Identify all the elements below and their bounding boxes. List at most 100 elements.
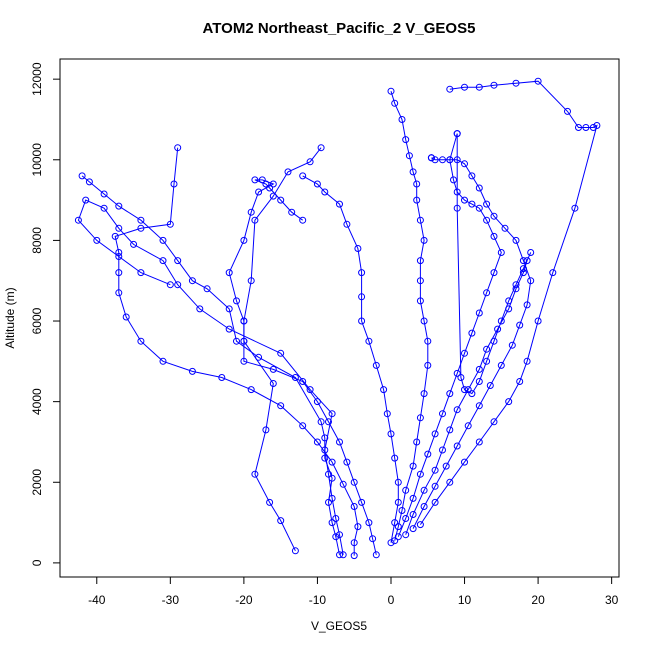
series-line	[243, 147, 322, 552]
data-point	[383, 410, 391, 418]
data-point	[461, 386, 468, 394]
data-point	[593, 122, 601, 129]
data-point	[475, 204, 483, 212]
data-point	[497, 249, 505, 256]
data-point	[115, 224, 123, 232]
data-point	[372, 551, 380, 559]
data-point	[358, 269, 366, 277]
data-point	[266, 498, 274, 506]
data-point	[468, 200, 476, 208]
series-10	[409, 154, 535, 533]
series-line	[81, 175, 340, 555]
data-point	[251, 176, 259, 184]
data-point	[409, 462, 417, 470]
data-point	[413, 196, 421, 204]
series-7	[387, 87, 432, 545]
x-tick-label: -40	[88, 593, 106, 607]
data-point	[78, 172, 86, 180]
data-point	[372, 361, 380, 369]
series-5	[225, 176, 380, 559]
data-point	[328, 519, 336, 527]
x-tick-label: 10	[458, 593, 472, 607]
data-point	[188, 367, 196, 375]
data-point	[453, 156, 461, 164]
data-point	[100, 190, 108, 198]
data-point	[394, 533, 402, 541]
series-6	[299, 172, 402, 547]
y-tick-label: 8000	[30, 227, 44, 254]
data-point	[266, 184, 274, 192]
data-point	[453, 369, 461, 377]
data-point	[523, 357, 531, 365]
data-point	[82, 196, 90, 204]
data-point	[413, 180, 421, 188]
data-point	[490, 418, 498, 426]
data-point	[111, 232, 119, 240]
data-point	[258, 176, 266, 184]
data-point	[122, 313, 130, 321]
data-point	[416, 216, 424, 224]
data-point	[490, 337, 498, 345]
data-point	[321, 188, 329, 196]
data-point	[549, 269, 557, 277]
series-layer	[74, 77, 601, 560]
data-point	[115, 289, 123, 297]
series-line	[114, 147, 359, 556]
data-point	[277, 402, 285, 410]
data-point	[262, 426, 270, 434]
data-point	[313, 438, 321, 446]
data-point	[325, 418, 332, 426]
data-point	[483, 357, 491, 365]
data-point	[196, 305, 204, 313]
data-point	[442, 462, 450, 470]
data-point	[159, 357, 167, 365]
data-point	[519, 257, 527, 265]
data-point	[416, 257, 424, 265]
y-axis-label: Altitude (m)	[3, 287, 17, 348]
data-point	[394, 498, 402, 506]
data-point	[328, 458, 336, 466]
data-point	[255, 188, 263, 196]
data-point	[405, 152, 413, 160]
data-point	[358, 317, 366, 325]
data-point	[431, 156, 439, 164]
series-2	[78, 172, 343, 559]
data-point	[464, 386, 472, 394]
data-point	[115, 202, 123, 210]
data-point	[490, 232, 498, 240]
data-point	[336, 531, 343, 539]
x-tick-label: 0	[388, 593, 395, 607]
data-point	[508, 341, 516, 349]
data-point	[339, 480, 347, 488]
data-point	[299, 422, 307, 430]
data-point	[424, 450, 432, 458]
data-point	[313, 180, 321, 188]
data-point	[483, 200, 491, 208]
data-point	[328, 410, 336, 418]
series-3	[74, 196, 347, 559]
data-point	[402, 515, 410, 522]
data-point	[130, 240, 138, 248]
data-point	[416, 414, 424, 422]
data-point	[420, 486, 428, 494]
data-point	[505, 398, 513, 406]
data-point	[424, 361, 432, 369]
data-point	[358, 293, 366, 301]
x-axis: -40 -30 -20 -10 0 10 20 30	[88, 576, 619, 607]
data-point	[269, 180, 277, 188]
data-point	[225, 305, 233, 313]
data-point	[420, 503, 428, 510]
data-point	[512, 281, 520, 289]
data-point	[159, 257, 167, 265]
y-tick-label: 10000	[30, 143, 44, 177]
data-point	[269, 192, 277, 200]
data-point	[225, 325, 233, 333]
data-point	[137, 216, 145, 224]
series-8	[394, 130, 505, 541]
data-point	[269, 380, 277, 387]
data-point	[439, 156, 446, 164]
data-point	[424, 337, 432, 345]
data-point	[365, 519, 373, 527]
data-point	[350, 552, 358, 560]
data-point	[461, 196, 468, 204]
